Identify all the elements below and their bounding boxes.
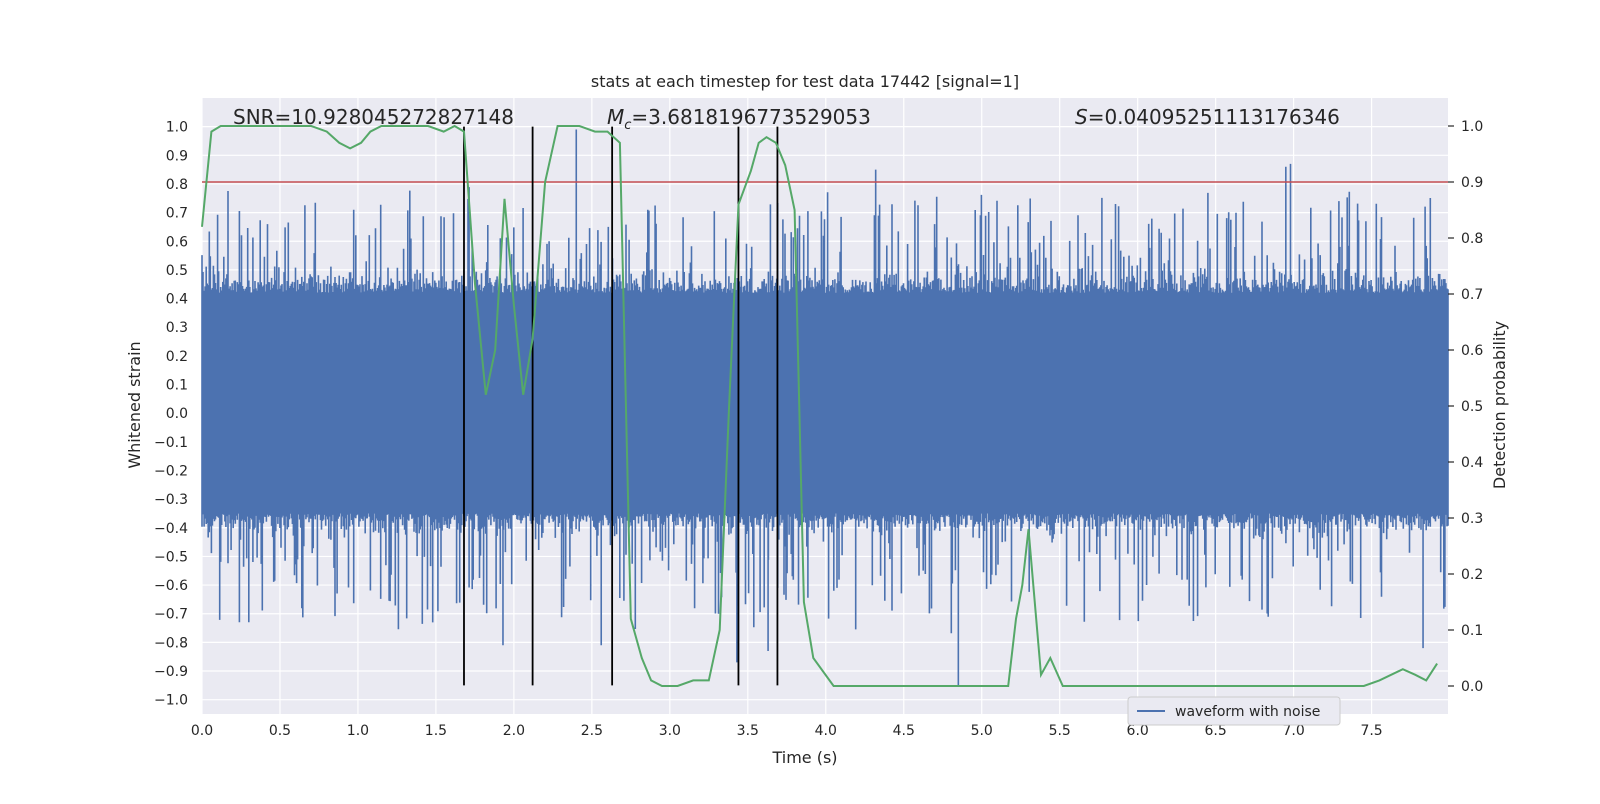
y-tick-label: 0.1 xyxy=(166,378,188,394)
y-tick-label: 0.3 xyxy=(166,320,188,336)
x-tick-label: 2.5 xyxy=(581,723,603,739)
chirp-mass-symbol: M xyxy=(607,105,624,129)
y-axis-label: Whitened strain xyxy=(125,341,144,468)
y-tick-label: 0.5 xyxy=(166,263,188,279)
y-tick-label: −0.5 xyxy=(154,549,188,565)
waveform-series xyxy=(201,129,1449,686)
snr-annotation: SNR=10.928045272827148 xyxy=(233,105,514,129)
x-tick-label: 7.0 xyxy=(1282,723,1304,739)
y-tick-label: −0.2 xyxy=(154,463,188,479)
y-tick-label: −0.1 xyxy=(154,435,188,451)
y2-tick-label: 0.5 xyxy=(1461,399,1483,415)
x-tick-label: 0.5 xyxy=(269,723,291,739)
x-axis-label: Time (s) xyxy=(771,748,837,767)
y2-axis-ticks: 1.0 0.9 0.8 0.7 0.6 0.5 0.4 0.3 0.2 0.1 0.0 xyxy=(1448,119,1483,695)
y-tick-label: 0.6 xyxy=(166,234,188,250)
x-axis-ticks: 0.0 0.5 1.0 1.5 2.0 2.5 3.0 3.5 4.0 4.5 5.0 5.5 6.0 6… xyxy=(191,723,1383,739)
y2-axis-label: Detection probability xyxy=(1490,321,1509,489)
legend: waveform with noise xyxy=(1127,696,1341,726)
waveform-trace xyxy=(201,187,1449,634)
s-annotation: S=0.04095251113176346 xyxy=(1075,105,1340,129)
x-tick-label: 5.5 xyxy=(1049,723,1071,739)
y-tick-label: 0.9 xyxy=(166,148,188,164)
probability-line xyxy=(201,124,1438,687)
y-tick-label: −0.8 xyxy=(154,635,188,651)
probability-series xyxy=(201,124,1438,687)
x-tick-label: 3.0 xyxy=(659,723,681,739)
chart-title: stats at each timestep for test data 174… xyxy=(591,72,1019,91)
s-symbol: S xyxy=(1075,105,1088,129)
y-tick-label: −0.3 xyxy=(154,492,188,508)
y-tick-label: 0.2 xyxy=(166,349,188,365)
legend-box xyxy=(1127,696,1341,726)
chirp-mass-annotation: Mc=3.6818196773529053 xyxy=(607,105,871,133)
x-tick-label: 6.5 xyxy=(1205,723,1227,739)
x-tick-label: 6.0 xyxy=(1127,723,1149,739)
x-tick-label: 0.0 xyxy=(191,723,213,739)
y2-tick-label: 0.9 xyxy=(1461,175,1483,191)
y-axis-ticks: 1.0 0.9 0.8 0.7 0.6 0.5 0.4 0.3 0.2 0.1 0.0 −0.1 −0.… xyxy=(154,120,188,709)
x-tick-label: 7.5 xyxy=(1360,723,1382,739)
s-value: =0.04095251113176346 xyxy=(1088,105,1340,129)
x-tick-label: 2.0 xyxy=(503,723,525,739)
y2-tick-label: 0.0 xyxy=(1461,679,1483,695)
y-tick-label: 0.8 xyxy=(166,177,188,193)
x-tick-label: 4.5 xyxy=(893,723,915,739)
chirp-mass-subscript: c xyxy=(624,118,631,133)
x-tick-label: 5.0 xyxy=(971,723,993,739)
y-tick-label: 1.0 xyxy=(166,120,188,136)
y-tick-label: −1.0 xyxy=(154,693,188,709)
x-tick-label: 4.0 xyxy=(815,723,837,739)
y-tick-label: −0.6 xyxy=(154,578,188,594)
x-tick-label: 1.0 xyxy=(347,723,369,739)
y2-tick-label: 0.7 xyxy=(1461,287,1483,303)
x-tick-label: 3.5 xyxy=(737,723,759,739)
y-tick-label: −0.7 xyxy=(154,607,188,623)
y-tick-label: −0.9 xyxy=(154,664,188,680)
y-tick-label: 0.7 xyxy=(166,206,188,222)
chirp-mass-value: =3.6818196773529053 xyxy=(631,105,870,129)
y2-tick-label: 0.8 xyxy=(1461,231,1483,247)
y-tick-label: 0.0 xyxy=(166,406,188,422)
y2-tick-label: 0.4 xyxy=(1461,455,1483,471)
y2-tick-label: 0.2 xyxy=(1461,567,1483,583)
y-tick-label: −0.4 xyxy=(154,521,188,537)
y2-tick-label: 0.6 xyxy=(1461,343,1483,359)
y2-tick-label: 0.1 xyxy=(1461,623,1483,639)
y2-tick-label: 0.3 xyxy=(1461,511,1483,527)
legend-label: waveform with noise xyxy=(1175,704,1320,720)
x-tick-label: 1.5 xyxy=(425,723,447,739)
y-tick-label: 0.4 xyxy=(166,292,188,308)
y2-tick-label: 1.0 xyxy=(1461,119,1483,135)
